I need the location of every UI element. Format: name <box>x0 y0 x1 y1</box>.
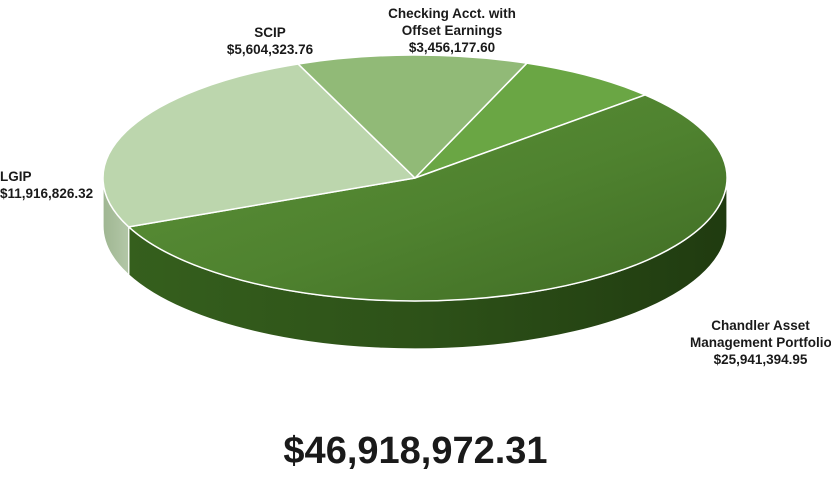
label-chandler-line2: Management Portfolio <box>690 335 831 350</box>
label-checking-line2: Offset Earnings <box>401 23 503 38</box>
label-chandler-value: $25,941,394.95 <box>713 352 808 367</box>
label-lgip-name: LGIP <box>0 169 32 184</box>
label-scip-name: SCIP <box>254 25 286 40</box>
label-scip-value: $5,604,323.76 <box>226 42 314 57</box>
label-chandler: Chandler Asset Management Portfolio $25,… <box>690 317 831 368</box>
label-lgip: LGIP $11,916,826.32 <box>0 168 122 202</box>
label-lgip-value: $11,916,826.32 <box>0 186 94 201</box>
label-checking-line1: Checking Acct. with <box>388 6 516 21</box>
slice-scip <box>297 54 528 179</box>
label-checking-acct: Checking Acct. with Offset Earnings $3,4… <box>362 5 542 56</box>
slice-lgip <box>102 63 416 228</box>
label-scip: SCIP $5,604,323.76 <box>210 24 330 58</box>
total-amount: $46,918,972.31 <box>283 430 548 472</box>
label-checking-value: $3,456,177.60 <box>408 40 496 55</box>
slice-chandler <box>127 94 728 302</box>
label-chandler-line1: Chandler Asset <box>711 318 810 333</box>
slice-checking <box>414 62 646 179</box>
